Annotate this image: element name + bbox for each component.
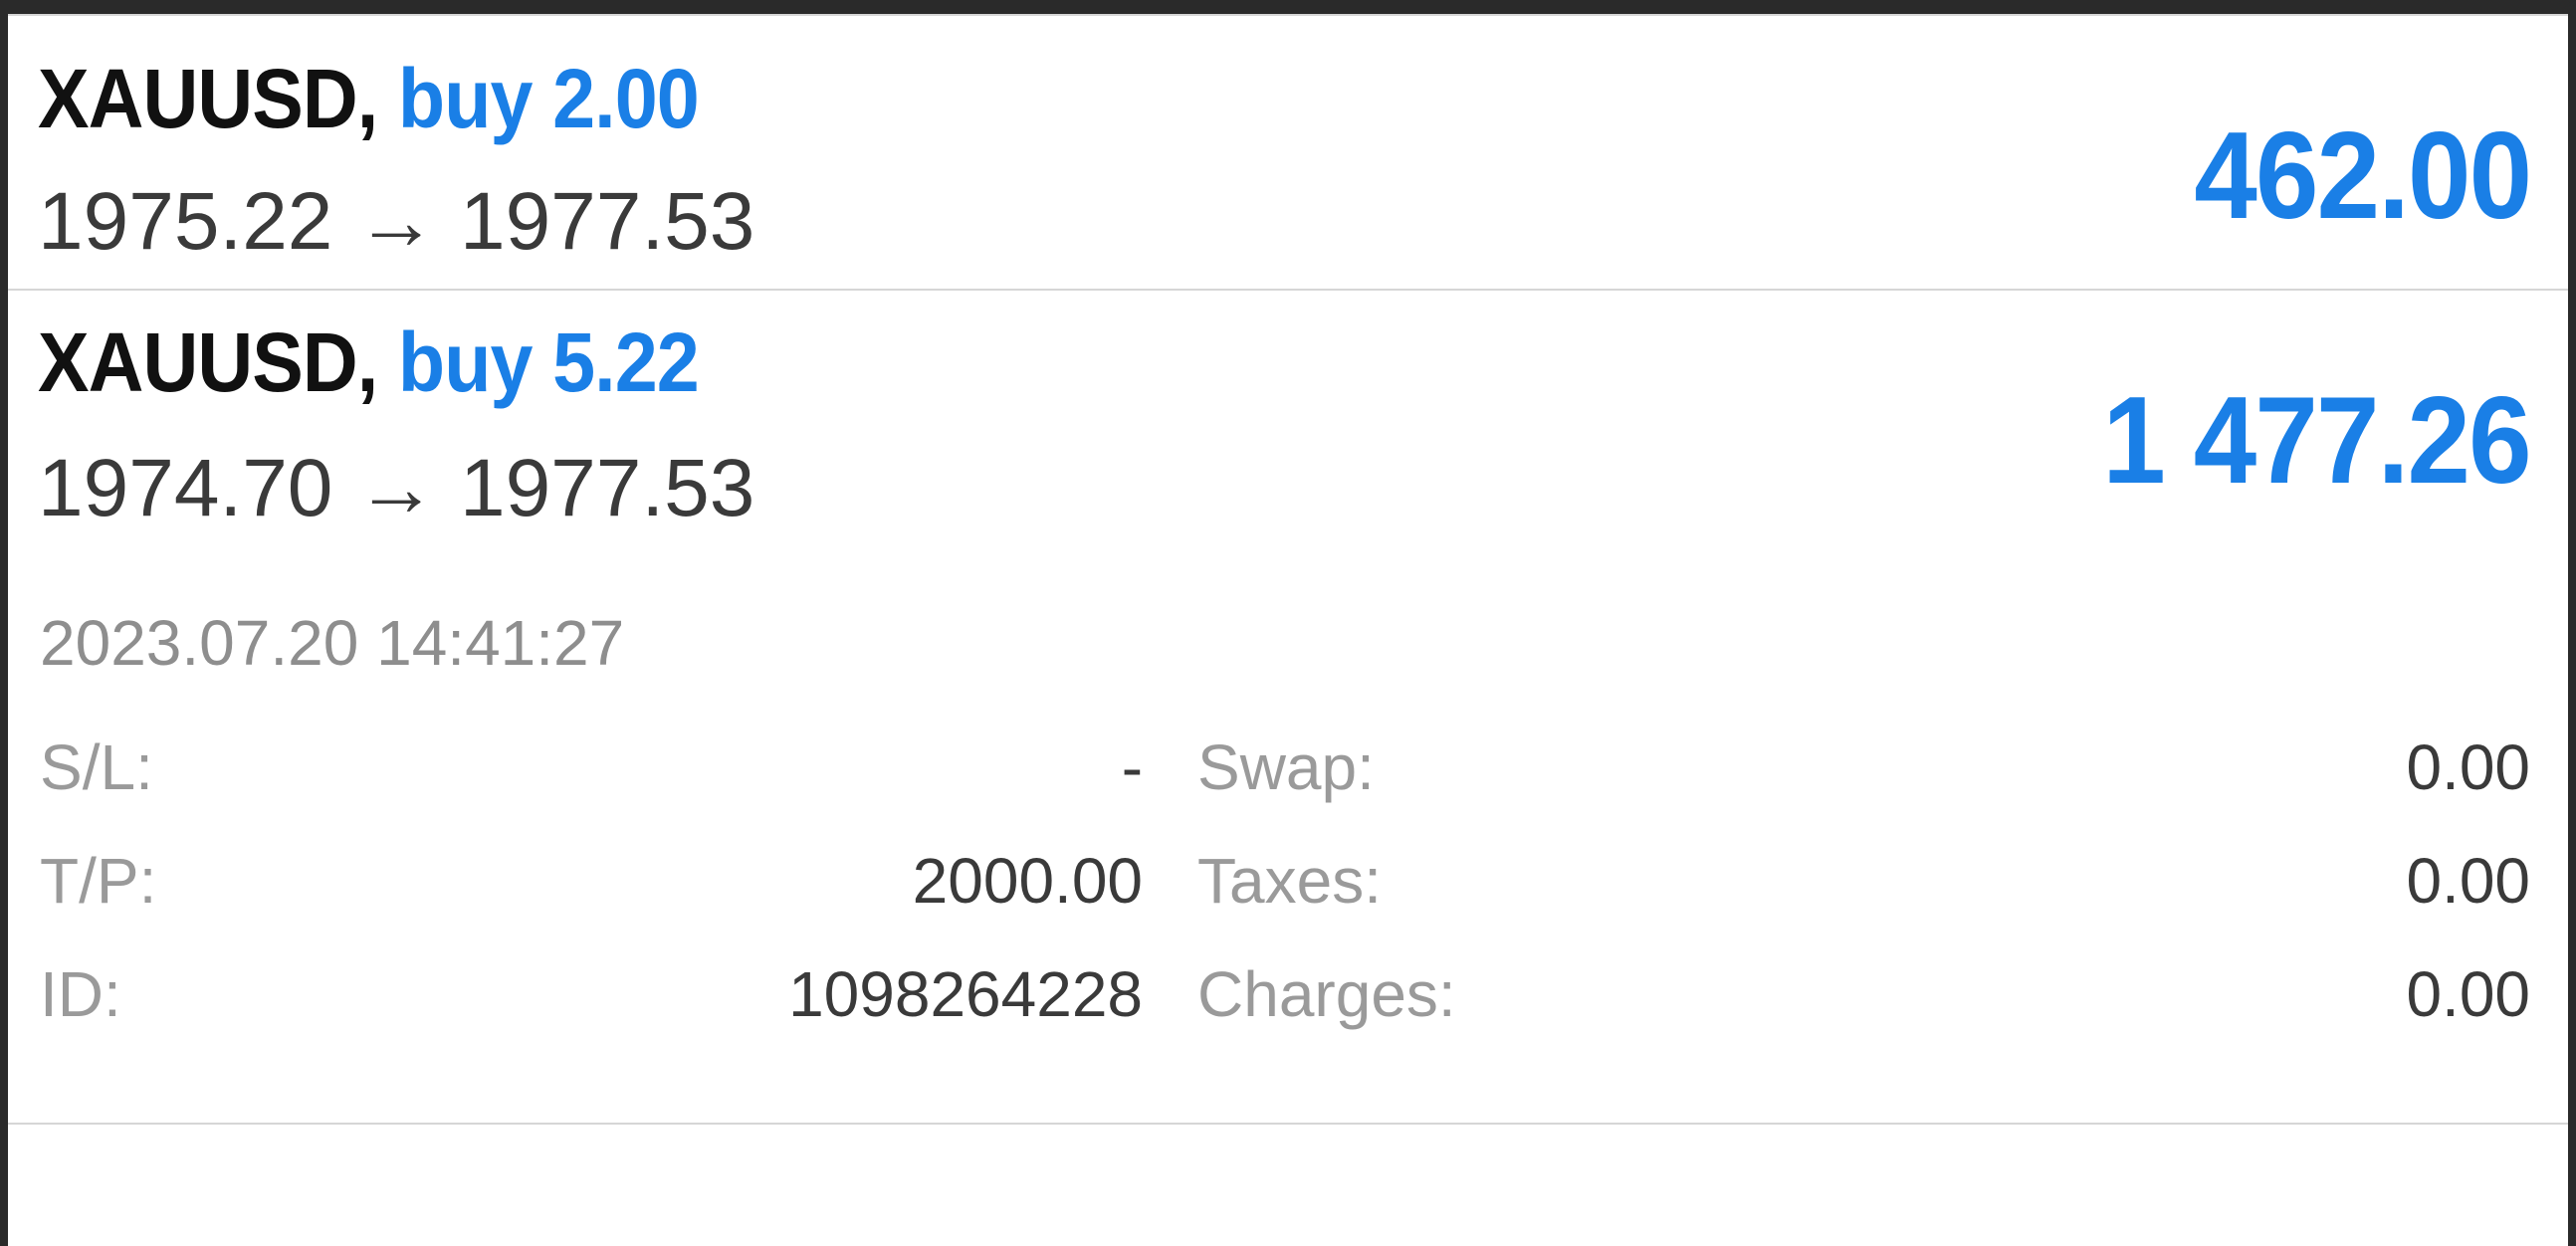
profit-value: 1 477.26: [2102, 372, 2532, 510]
sl-label: S/L:: [40, 731, 153, 803]
open-current-prices: 1975.22 → 1977.53: [38, 176, 755, 267]
symbol-label: XAUUSD,: [38, 52, 378, 145]
open-current-prices: 1974.70 → 1977.53: [38, 443, 755, 533]
sl-value: -: [1121, 731, 1143, 803]
row-divider: [8, 289, 2568, 291]
charges-label: Charges:: [1197, 958, 1456, 1030]
charges-value: 0.00: [2406, 958, 2530, 1030]
top-divider: [8, 14, 2568, 16]
trade-direction-volume: buy 5.22: [397, 315, 700, 409]
position-title: XAUUSD, buy 2.00: [38, 51, 700, 147]
taxes-value: 0.00: [2406, 845, 2530, 917]
positions-panel: XAUUSD, buy 2.00 1975.22 → 1977.53 462.0…: [8, 14, 2568, 1246]
profit-value: 462.00: [2194, 107, 2532, 245]
swap-label: Swap:: [1197, 731, 1375, 803]
bottom-divider: [8, 1123, 2568, 1125]
id-value: 1098264228: [788, 958, 1143, 1030]
tp-value: 2000.00: [912, 845, 1143, 917]
symbol-label: XAUUSD,: [38, 315, 378, 409]
swap-value: 0.00: [2406, 731, 2530, 803]
id-label: ID:: [40, 958, 121, 1030]
open-timestamp: 2023.07.20 14:41:27: [40, 607, 625, 679]
taxes-label: Taxes:: [1197, 845, 1382, 917]
position-row-2[interactable]: XAUUSD, buy 5.22 1974.70 → 1977.53 1 477…: [8, 291, 2568, 1135]
trade-direction-volume: buy 2.00: [397, 52, 700, 145]
position-title: XAUUSD, buy 5.22: [38, 314, 700, 411]
tp-label: T/P:: [40, 845, 157, 917]
position-row-1[interactable]: XAUUSD, buy 2.00 1975.22 → 1977.53 462.0…: [8, 16, 2568, 289]
